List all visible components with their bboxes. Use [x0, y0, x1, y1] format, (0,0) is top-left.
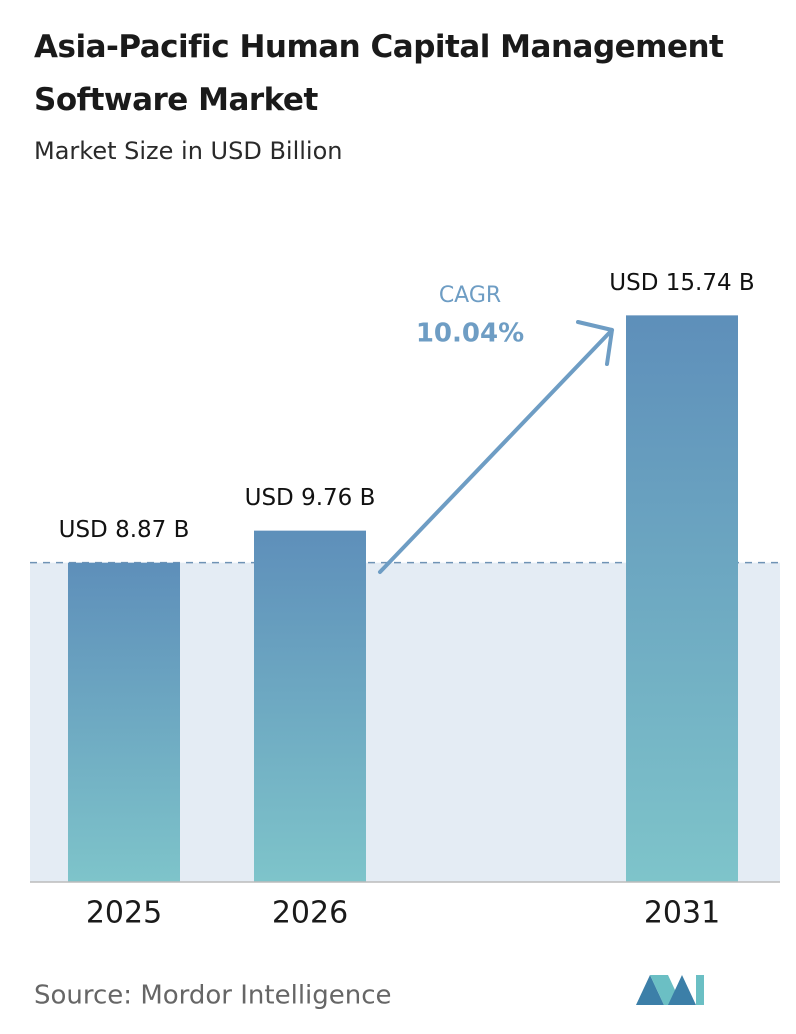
cagr-arrow — [378, 320, 614, 574]
x-tick-label: 2025 — [86, 896, 162, 931]
cagr-label: CAGR — [439, 283, 501, 308]
bar — [68, 562, 180, 882]
value-label: USD 8.87 B — [59, 517, 190, 543]
value-label: USD 9.76 B — [245, 485, 376, 511]
cagr-value: 10.04% — [416, 319, 524, 349]
x-tick-label: 2026 — [272, 896, 348, 931]
bar — [626, 315, 738, 882]
chart-title: Asia-Pacific Human Capital Management Sof… — [34, 29, 724, 118]
value-label: USD 15.74 B — [609, 270, 754, 296]
bar — [254, 530, 366, 882]
x-tick-label: 2031 — [644, 896, 720, 931]
source: Source: Mordor Intelligence — [34, 981, 392, 1011]
logo — [636, 975, 704, 1005]
chart-subtitle: Market Size in USD Billion — [34, 137, 342, 165]
